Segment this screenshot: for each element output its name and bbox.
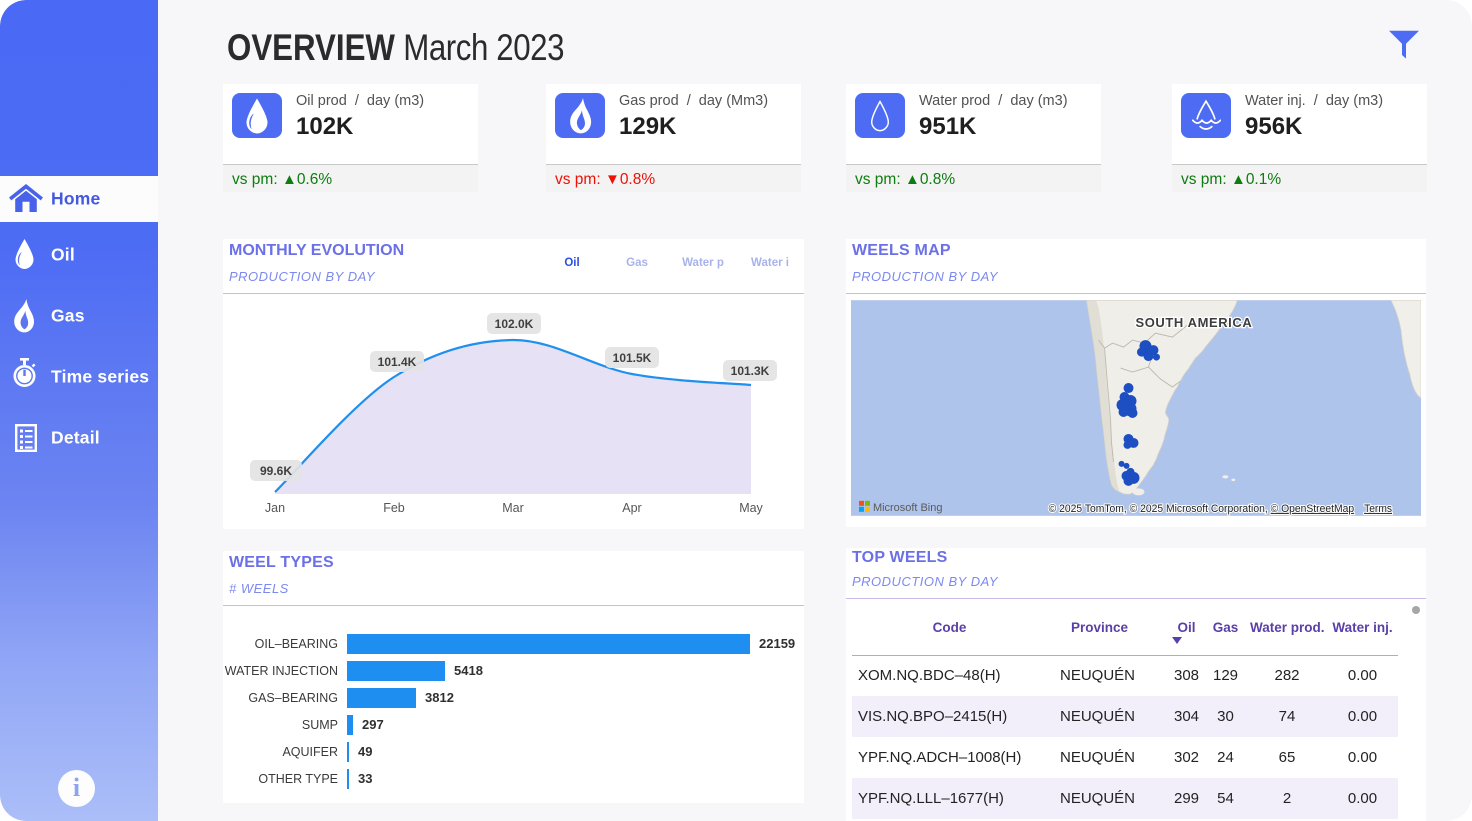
svg-text:Jan: Jan xyxy=(265,501,285,515)
svg-text:© 2025 TomTom, © 2025 Microsof: © 2025 TomTom, © 2025 Microsoft Corporat… xyxy=(1049,503,1354,515)
svg-text:Apr: Apr xyxy=(622,501,641,515)
svg-text:101.4K: 101.4K xyxy=(378,355,417,369)
svg-text:Microsoft Bing: Microsoft Bing xyxy=(873,502,943,514)
svg-text:101.3K: 101.3K xyxy=(731,364,770,378)
svg-text:Feb: Feb xyxy=(383,501,405,515)
svg-text:101.5K: 101.5K xyxy=(613,351,652,365)
svg-text:May: May xyxy=(739,501,763,515)
svg-text:Mar: Mar xyxy=(502,501,524,515)
svg-text:102.0K: 102.0K xyxy=(495,317,534,331)
svg-text:Terms: Terms xyxy=(1364,503,1392,515)
svg-text:SOUTH AMERICA: SOUTH AMERICA xyxy=(1136,315,1253,330)
svg-text:99.6K: 99.6K xyxy=(260,464,292,478)
